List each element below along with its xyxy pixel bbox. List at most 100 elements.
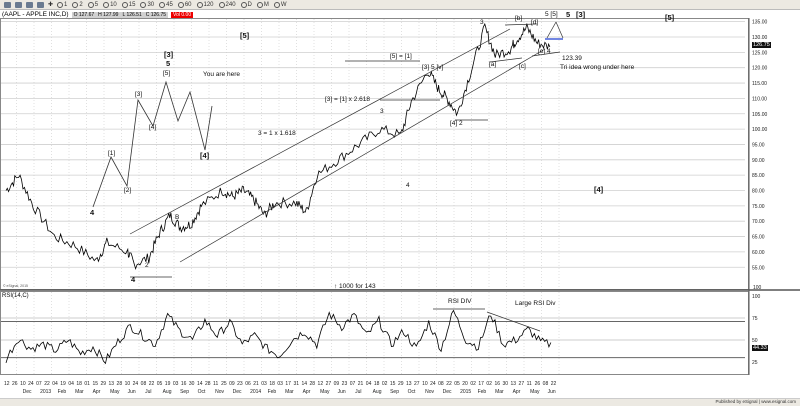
time-tick-day: 14 [197, 381, 203, 387]
time-tick-day: 18 [374, 381, 380, 387]
clock-icon [103, 1, 110, 8]
time-tick-day: 10 [422, 381, 428, 387]
wave-annotation: 3 [480, 19, 484, 26]
time-tick-day: 15 [390, 381, 396, 387]
time-tick-month: Mar [75, 389, 84, 395]
wave-annotation: [c] [519, 63, 526, 70]
open-value: O 127.67 [73, 11, 95, 18]
interval-button-D[interactable]: D [240, 1, 252, 8]
time-tick-day: 30 [502, 381, 508, 387]
time-tick-day: 08 [543, 381, 549, 387]
time-tick-day: 12 [318, 381, 324, 387]
time-tick-day: 27 [519, 381, 525, 387]
interval-button-1[interactable]: 1 [57, 1, 67, 8]
time-tick-day: 02 [382, 381, 388, 387]
time-tick-month: Jul [145, 389, 151, 395]
time-tick-day: 14 [301, 381, 307, 387]
print-icon[interactable] [26, 1, 33, 8]
time-tick-day: 22 [446, 381, 452, 387]
interval-button-30[interactable]: 30 [140, 1, 154, 8]
clock-icon [159, 1, 166, 8]
hypothetical-wave-path [92, 80, 213, 208]
wave-annotation: [1] [108, 150, 116, 157]
interval-label: 60 [184, 1, 192, 8]
time-tick-day: 17 [285, 381, 291, 387]
wave-annotation: You are here [203, 71, 240, 78]
triangle-line [504, 23, 538, 26]
wave-annotation: Tri idea wrong under here [560, 64, 635, 71]
time-tick-day: 22 [551, 381, 557, 387]
interval-label: 15 [128, 1, 136, 8]
interval-button-240[interactable]: 240 [218, 1, 236, 8]
time-tick-day: 28 [117, 381, 123, 387]
time-tick-day: 03 [277, 381, 283, 387]
chart-icon[interactable] [4, 1, 11, 8]
time-tick-day: 04 [52, 381, 58, 387]
time-tick-month: Dec [233, 389, 242, 395]
interval-button-45[interactable]: 45 [159, 1, 173, 8]
time-tick-day: 15 [92, 381, 98, 387]
triangle-line [531, 51, 561, 57]
wave-annotation: 5 [5] [545, 11, 558, 18]
interval-button-5[interactable]: 5 [87, 1, 98, 8]
time-tick-month: Feb [268, 389, 277, 395]
interval-button-120[interactable]: 120 [196, 1, 214, 8]
time-tick-month: Feb [58, 389, 67, 395]
wave-annotation: [5] [163, 70, 171, 77]
time-tick-month: Sep [390, 389, 399, 395]
price-tick-label: 75.00 [752, 204, 765, 210]
wave-annotation: [5] [665, 13, 675, 22]
time-tick-day: 09 [334, 381, 340, 387]
time-tick-month: Nov [425, 389, 434, 395]
triangle-line [555, 21, 564, 39]
price-tick-label: 115.00 [752, 81, 767, 87]
time-tick-day: 07 [36, 381, 42, 387]
interval-button-60[interactable]: 60 [177, 1, 192, 8]
time-tick-day: 05 [454, 381, 460, 387]
interval-buttons: 1 2 5 10 15 30 45 60 120 240 D M W [57, 1, 287, 8]
time-tick-day: 17 [478, 381, 484, 387]
time-tick-day: 05 [157, 381, 163, 387]
price-tick-label: 70.00 [752, 219, 765, 225]
interval-button-W[interactable]: W [273, 1, 287, 8]
interval-label: 45 [166, 1, 173, 8]
time-tick-day: 06 [245, 381, 251, 387]
time-tick-month: 2013 [40, 389, 51, 395]
interval-label: 10 [110, 1, 117, 8]
time-tick-month: Nov [215, 389, 224, 395]
time-tick-day: 29 [100, 381, 106, 387]
rsi-panel-frame [0, 291, 749, 375]
clock-icon [218, 1, 225, 8]
settings-icon[interactable] [37, 1, 44, 8]
save-icon[interactable] [15, 1, 22, 8]
interval-label: 240 [225, 1, 236, 8]
time-tick-month: Feb [478, 389, 487, 395]
add-icon[interactable]: ✚ [48, 2, 54, 8]
interval-button-15[interactable]: 15 [121, 1, 136, 8]
clock-icon [140, 1, 147, 8]
interval-label: 2 [79, 1, 83, 8]
interval-button-M[interactable]: M [256, 1, 269, 8]
wave-annotation: [4] [149, 124, 157, 131]
time-tick-day: 18 [269, 381, 275, 387]
time-tick-day: 12 [4, 381, 10, 387]
interval-button-2[interactable]: 2 [72, 1, 83, 8]
time-tick-day: 22 [149, 381, 155, 387]
rsi-tick-label: 100 [752, 294, 761, 300]
time-tick-day: 11 [527, 381, 532, 387]
interval-button-10[interactable]: 10 [103, 1, 117, 8]
wave-annotation: 123.39 [562, 55, 582, 62]
wave-annotation: 3 [380, 108, 384, 115]
time-tick-day: 01 [84, 381, 90, 387]
volume-value: Vol 0.00 [171, 11, 194, 18]
time-tick-month: Mar [285, 389, 294, 395]
time-tick-day: 27 [414, 381, 420, 387]
time-tick-month: Jun [338, 389, 346, 395]
wave-annotation: [e] 4 [538, 48, 551, 55]
time-tick-day: 22 [44, 381, 50, 387]
price-tick-label: 80.00 [752, 189, 765, 195]
wave-annotation: 4 [406, 182, 410, 189]
time-tick-month: Oct [408, 389, 416, 395]
wave-annotation: [5] [240, 31, 250, 40]
